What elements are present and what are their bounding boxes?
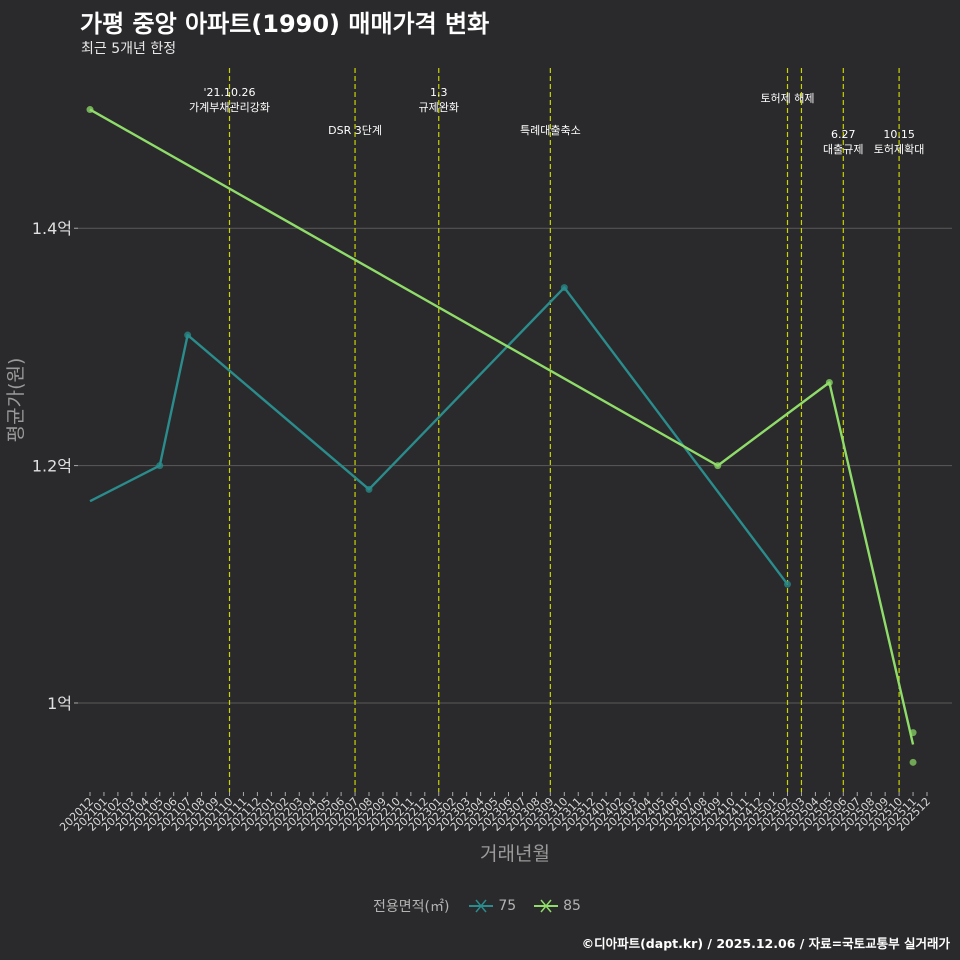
event-label: 규제완화 [419, 101, 459, 114]
legend-item-75[interactable]: 75 [468, 898, 516, 914]
legend-key-75-icon [468, 899, 493, 913]
y-axis: 1억 1.2억 1.4억 [32, 219, 78, 713]
event-label: 10.15 [883, 128, 915, 141]
data-point-75 [184, 331, 192, 339]
y-tick-label: 1억 [47, 694, 72, 713]
data-point-85 [714, 462, 722, 470]
y-tick-label: 1.4억 [32, 219, 72, 238]
data-point-85 [909, 758, 917, 766]
event-label: 토허제확대 [874, 143, 925, 156]
event-label: 토허제 해제 [760, 91, 814, 105]
legend-label-75: 75 [498, 898, 517, 914]
legend-label-85: 85 [563, 898, 581, 914]
grid-lines [78, 227, 952, 704]
legend-key-85-icon [533, 899, 558, 913]
series-line-85 [89, 108, 915, 745]
legend-item-85[interactable]: 85 [533, 898, 581, 914]
event-label: 6.27 [831, 128, 856, 141]
chart-title: 가평 중앙 아파트(1990) 매매가격 변화 [80, 10, 490, 38]
event-label: 특례대출축소 [520, 124, 581, 137]
data-point-75 [365, 485, 373, 493]
x-axis: 2020122021012021022021032021042021052021… [57, 792, 933, 834]
legend-title: 전용면적(㎡) [373, 899, 450, 915]
event-label: 1.3 [430, 86, 448, 99]
data-point-75 [560, 284, 568, 292]
y-axis-title: 평균가(원) [5, 358, 27, 443]
series-lines [86, 106, 917, 766]
event-label: 가계부채관리강화 [189, 101, 270, 114]
event-label: '21.10.26 [203, 86, 255, 99]
x-axis-title: 거래년월 [480, 843, 550, 865]
data-point-75 [784, 580, 791, 588]
series-line-75 [89, 286, 789, 586]
source-caption: ©디아파트(dapt.kr) / 2025.12.06 / 자료=국토교통부 실… [581, 936, 950, 951]
chart-subtitle: 최근 5개년 한정 [81, 41, 177, 57]
event-label: 대출규제 [823, 143, 863, 156]
legend: 전용면적(㎡) 75 85 [0, 896, 960, 916]
data-point-75 [156, 462, 164, 470]
data-point-85 [909, 729, 917, 737]
data-point-85 [86, 106, 94, 114]
data-point-85 [825, 379, 833, 387]
y-tick-label: 1.2억 [32, 457, 72, 476]
event-label: DSR 3단계 [328, 124, 382, 137]
